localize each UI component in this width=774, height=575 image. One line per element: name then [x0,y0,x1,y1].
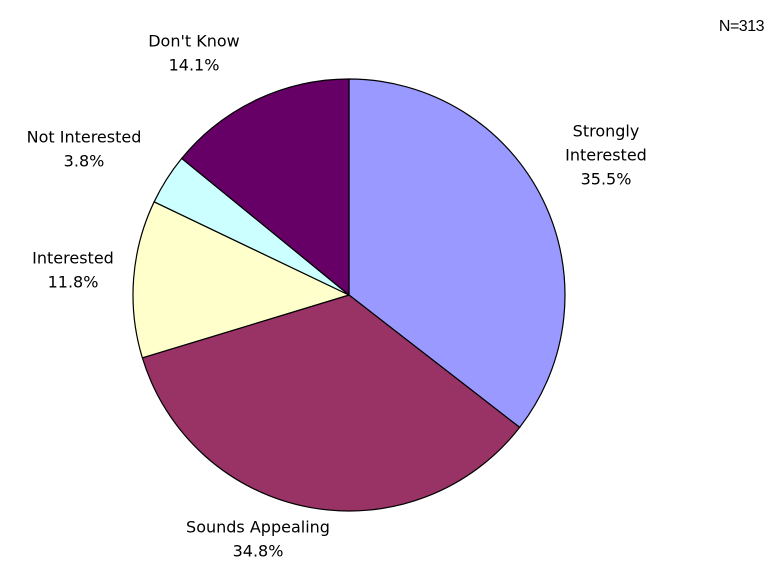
slice-value-label: 11.8% [48,273,99,292]
pie-slices [132,78,566,512]
pie-slice [141,294,521,512]
slice-category-label: Sounds Appealing [186,518,330,537]
slice-category-label: Not Interested [27,128,142,147]
pie-slice [348,78,566,428]
slice-value-label: 34.8% [233,542,284,561]
pie-labels: Strongly Interested 35.5% Sounds Appealing 3… [27,32,647,561]
sample-size-note: N=313 [718,18,765,35]
slice-value-label: 14.1% [169,56,220,75]
slice-category-label: Interested [32,249,114,268]
slice-category-label: Don't Know [148,32,240,51]
pie-slice [181,78,350,296]
slice-category-label: Strongly [573,122,640,141]
slice-value-label: 3.8% [64,152,105,171]
slice-value-label: 35.5% [581,170,632,189]
slice-category-label: Interested [565,146,647,165]
pie-slice [132,201,350,359]
